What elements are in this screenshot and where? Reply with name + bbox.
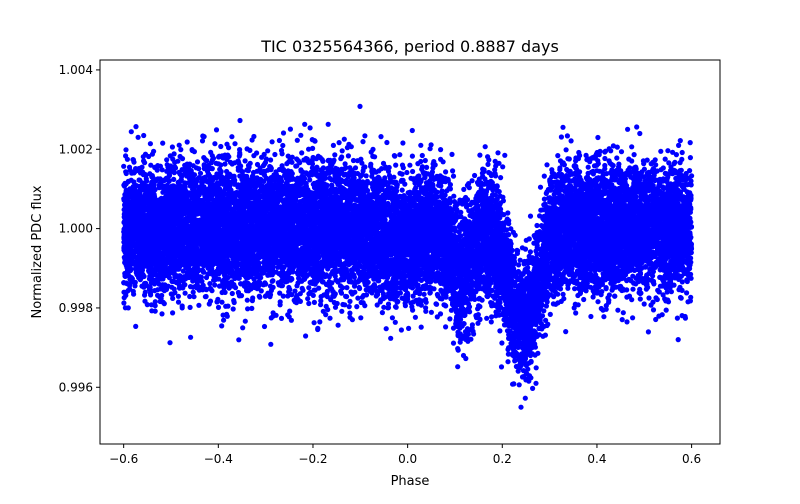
- data-point: [677, 138, 683, 144]
- data-point: [310, 145, 316, 151]
- data-point: [213, 127, 220, 133]
- data-point: [450, 173, 457, 179]
- data-point: [572, 286, 578, 292]
- data-point: [383, 326, 389, 332]
- data-point: [221, 317, 227, 323]
- data-point: [614, 155, 620, 161]
- data-point: [581, 296, 587, 303]
- data-point: [576, 149, 582, 156]
- data-point: [618, 149, 625, 155]
- data-point: [292, 288, 298, 294]
- data-point: [534, 222, 540, 229]
- data-point: [237, 147, 243, 153]
- data-point: [121, 300, 127, 306]
- data-point: [688, 294, 694, 300]
- data-point: [388, 335, 394, 341]
- data-point: [121, 295, 127, 301]
- data-point: [341, 136, 347, 142]
- data-point: [306, 300, 312, 307]
- data-point: [563, 329, 569, 335]
- data-point: [419, 152, 425, 159]
- data-point: [398, 327, 404, 333]
- data-point: [175, 299, 182, 305]
- data-point: [505, 351, 511, 357]
- data-point: [306, 285, 312, 291]
- data-point: [438, 147, 444, 153]
- data-point: [317, 319, 323, 325]
- data-point: [498, 364, 505, 370]
- data-point: [336, 140, 342, 146]
- data-point: [190, 289, 196, 295]
- data-point: [121, 163, 127, 169]
- data-point: [541, 308, 547, 314]
- data-point: [461, 186, 467, 192]
- data-point: [406, 325, 412, 331]
- data-point: [269, 278, 275, 284]
- data-point: [251, 133, 257, 140]
- data-point: [141, 132, 147, 139]
- data-point: [347, 298, 353, 304]
- data-point: [537, 184, 544, 190]
- data-point: [242, 158, 248, 164]
- data-point: [354, 304, 360, 310]
- data-point: [327, 315, 333, 321]
- data-point: [147, 141, 153, 147]
- data-point: [527, 249, 534, 255]
- data-point: [447, 182, 453, 188]
- data-point: [422, 157, 428, 164]
- data-point: [218, 143, 224, 150]
- data-point: [652, 157, 658, 163]
- data-point: [242, 318, 248, 324]
- data-point: [599, 289, 605, 295]
- data-point: [200, 282, 206, 288]
- data-point: [560, 291, 566, 297]
- data-points: [121, 103, 695, 410]
- data-point: [287, 308, 293, 314]
- data-point: [409, 153, 415, 159]
- data-point: [184, 139, 190, 145]
- data-point: [533, 380, 539, 386]
- data-point: [418, 324, 424, 330]
- data-point: [512, 358, 518, 364]
- data-point: [332, 152, 338, 158]
- data-point: [219, 323, 225, 329]
- data-point: [676, 142, 682, 148]
- data-point: [412, 314, 418, 320]
- data-point: [167, 153, 173, 159]
- data-point: [634, 124, 640, 130]
- data-point: [629, 144, 635, 150]
- data-point: [443, 169, 449, 175]
- data-point: [236, 337, 242, 343]
- data-point: [261, 323, 268, 330]
- data-point: [588, 313, 594, 320]
- data-point: [278, 315, 285, 321]
- data-point: [434, 301, 440, 307]
- data-point: [360, 139, 366, 145]
- data-point: [482, 144, 488, 150]
- data-point: [544, 162, 550, 168]
- data-point: [595, 299, 601, 305]
- data-point: [488, 319, 494, 325]
- data-point: [189, 147, 195, 154]
- chart-title: TIC 0325564366, period 0.8887 days: [260, 37, 559, 56]
- data-point: [590, 294, 596, 300]
- data-point: [224, 168, 230, 175]
- data-point: [397, 152, 403, 158]
- data-point: [222, 161, 228, 167]
- data-point: [379, 310, 385, 316]
- data-point: [505, 359, 511, 365]
- data-point: [307, 125, 313, 131]
